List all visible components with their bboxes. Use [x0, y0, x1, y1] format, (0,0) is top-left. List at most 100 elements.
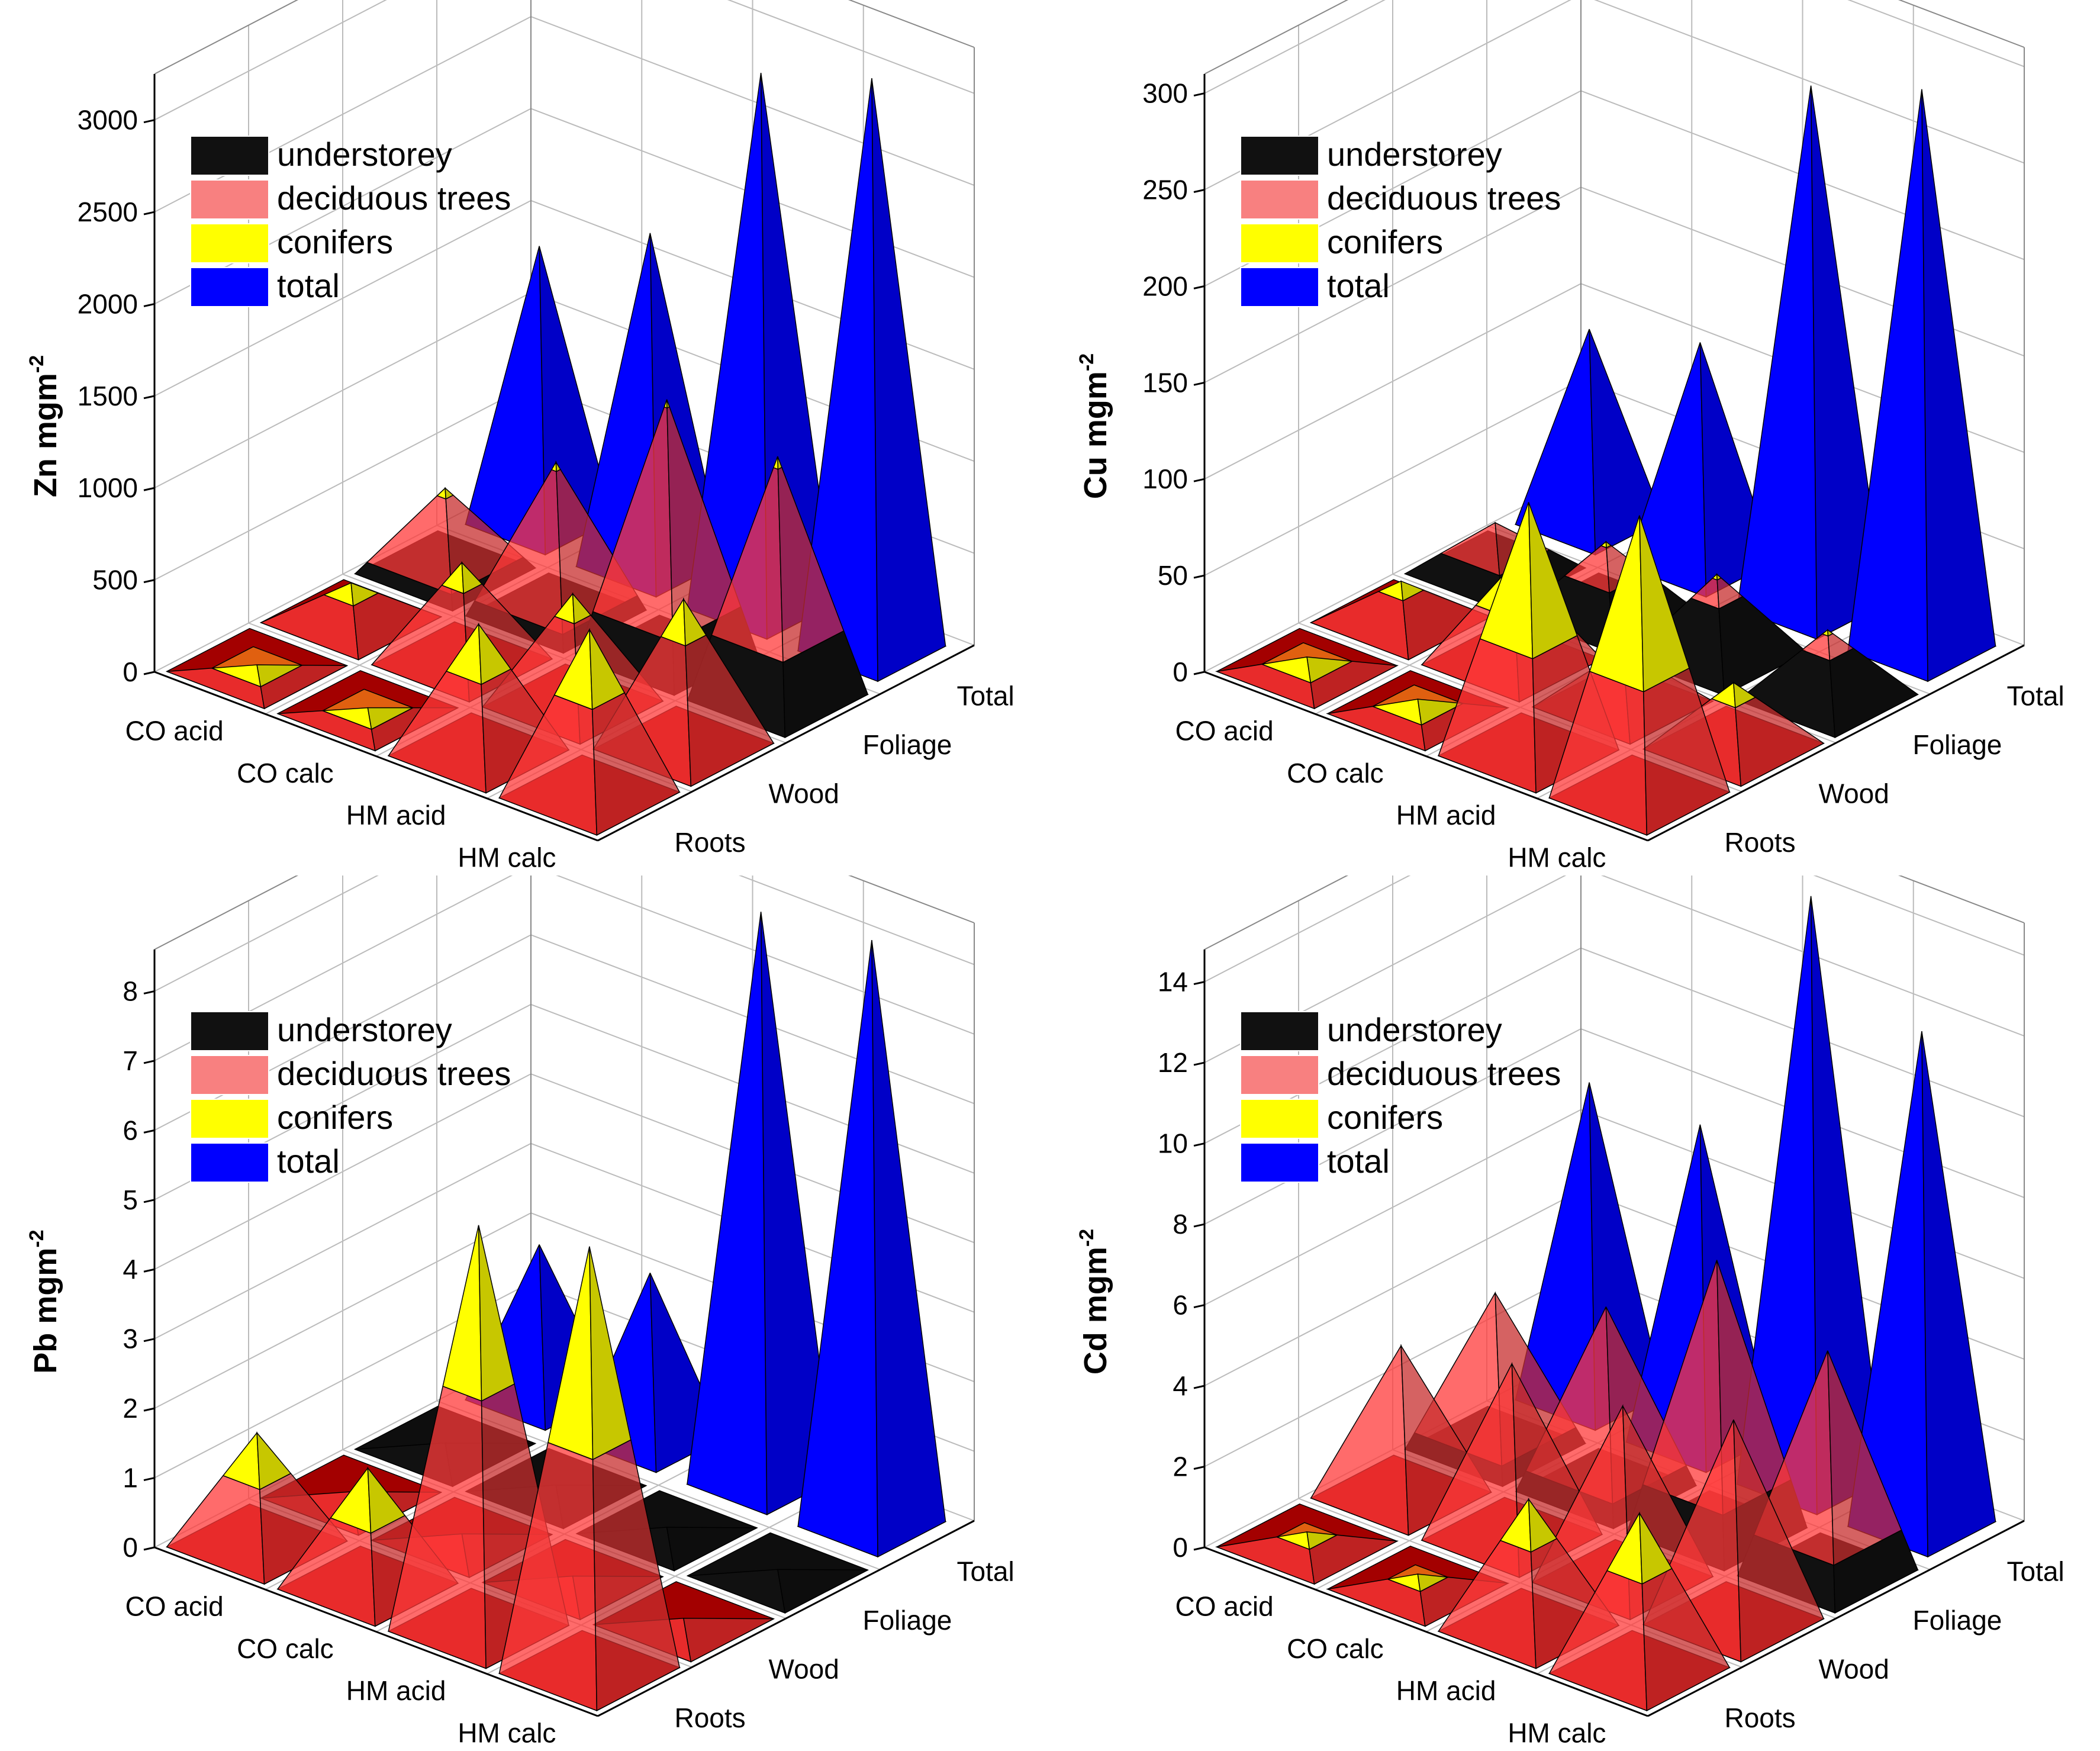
y-tick [143, 990, 155, 994]
pyramid-face-conifers [555, 460, 561, 472]
y-tick-label: 12 [1158, 1047, 1188, 1078]
z-axis [597, 1520, 975, 1717]
y-tick [143, 1199, 155, 1203]
y-tick [1193, 1304, 1205, 1309]
site-label: HM acid [1396, 800, 1496, 831]
compartment-label: Roots [1725, 827, 1796, 858]
pyramid-face-total [1589, 329, 1664, 556]
y-tick-label: 3000 [78, 105, 138, 136]
chart-pb: 0 1 2 3 4 5 6 7 8 CO acid CO calc HM acid HM calc Roo… [25, 876, 1014, 1748]
x-axis [154, 671, 598, 842]
pyramid-face-conifers [445, 487, 454, 500]
pyramid-face-deciduous [682, 1617, 774, 1663]
pyramid-face-total [760, 912, 836, 1515]
y-tick-label: 8 [123, 976, 138, 1006]
pyramid-total [1847, 1031, 1997, 1558]
pyramid-face-understorey [666, 1527, 758, 1572]
pyramid-face-conifers [1733, 681, 1757, 709]
chart-cu: 0 50 100 150 200 250 300 CO acid CO calc HM acid H… [1075, 0, 2064, 873]
pyramid-face-conifers [367, 707, 413, 730]
pyramid-face-conifers [1716, 573, 1722, 581]
pyramid-face-total [1847, 89, 1928, 683]
pyramid-deciduous-conifers [387, 622, 570, 794]
y-tick-label: 1000 [78, 472, 138, 503]
pyramid-face-conifers [478, 1225, 515, 1402]
compartment-label: Total [2007, 1556, 2064, 1586]
y-tick-label: 3 [123, 1324, 138, 1354]
y-tick-label: 150 [1142, 367, 1188, 398]
chart-panel-cu: 0 50 100 150 200 250 300 CO acid CO calc HM acid H… [1050, 0, 2100, 876]
y-tick [143, 1060, 155, 1064]
wall-edge [1898, 876, 2025, 923]
pyramid-deciduous-conifers [1548, 515, 1731, 836]
site-label: HM calc [458, 1717, 556, 1748]
compartment-label: Total [957, 680, 1014, 711]
pyramid-face-total [1737, 85, 1818, 640]
y-tick-label: 6 [1173, 1290, 1188, 1321]
site-label: HM calc [1508, 842, 1606, 873]
y-axis-label-superscript: -2 [1075, 353, 1098, 371]
pyramid-face-conifers [1306, 656, 1354, 684]
legend-swatch-total [190, 1142, 269, 1183]
y-tick-label: 4 [1173, 1370, 1188, 1401]
wall-edge [848, 0, 975, 48]
compartment-label: Foliage [1913, 729, 2002, 760]
compartment-label: Total [2007, 680, 2064, 711]
pyramid-face-conifers [1528, 502, 1578, 660]
wall-edge [154, 0, 299, 75]
pyramid-face-conifers [442, 1225, 482, 1402]
y-tick [1193, 1142, 1205, 1147]
x-axis [1204, 671, 1648, 842]
y-tick [1193, 1546, 1205, 1551]
y-tick [143, 119, 155, 124]
y-tick-label: 0 [1173, 656, 1188, 687]
pyramid-face-conifers [1827, 629, 1834, 637]
pyramid-face-total [1921, 1031, 1996, 1558]
legend-label: conifers [277, 223, 393, 260]
pyramid-total [1736, 85, 1886, 640]
pyramid-deciduous-conifers [1215, 627, 1399, 710]
z-axis [1647, 644, 2025, 842]
site-label: HM acid [346, 800, 446, 831]
y-tick-label: 6 [123, 1115, 138, 1145]
site-label: CO acid [125, 1591, 224, 1622]
pyramid-face-conifers [1605, 540, 1612, 549]
legend-label: understorey [277, 1011, 452, 1048]
compartment-label: Wood [769, 778, 839, 809]
wall-edge [154, 876, 299, 950]
y-tick [143, 487, 155, 491]
compartment-label: Wood [1819, 778, 1889, 809]
pyramid-face-conifers [1639, 1512, 1673, 1585]
wall-edge [1204, 876, 1349, 950]
y-tick [1193, 285, 1205, 289]
site-label: CO acid [125, 716, 224, 746]
legend-label: total [277, 1142, 340, 1180]
site-label: HM acid [1396, 1675, 1496, 1706]
pyramid-face-understorey [777, 1569, 868, 1614]
legend-swatch-deciduous-trees [190, 179, 269, 220]
y-tick-label: 500 [92, 565, 138, 596]
y-tick [1193, 478, 1205, 482]
y-tick-label: 2000 [78, 288, 138, 319]
y-tick-label: 0 [123, 1532, 138, 1563]
pyramid-deciduous-conifers [259, 579, 443, 661]
y-tick [1193, 1466, 1205, 1470]
pyramid-deciduous-conifers [498, 627, 681, 836]
y-tick-label: 2 [123, 1393, 138, 1424]
legend-label: total [277, 267, 340, 304]
gridline [1813, 876, 2025, 956]
y-tick-label: 300 [1142, 78, 1188, 109]
y-tick [143, 1129, 155, 1134]
legend-label: deciduous trees [277, 1055, 511, 1092]
compartment-label: Foliage [1913, 1605, 2002, 1636]
chart-panel-cd: 0 2 4 6 8 10 12 14 CO acid CO calc HM acid HM calc R… [1050, 876, 2100, 1751]
gridline [1847, 0, 2025, 67]
pyramid-face-conifers [478, 622, 512, 685]
pyramid-face-deciduous [1642, 667, 1731, 836]
wall-edge [1898, 0, 2025, 48]
legend-swatch-total [190, 267, 269, 307]
legend-swatch-understorey [1240, 136, 1319, 176]
y-tick [1193, 381, 1205, 386]
pyramid-face-conifers [367, 1466, 406, 1534]
pyramid-total [797, 78, 947, 683]
